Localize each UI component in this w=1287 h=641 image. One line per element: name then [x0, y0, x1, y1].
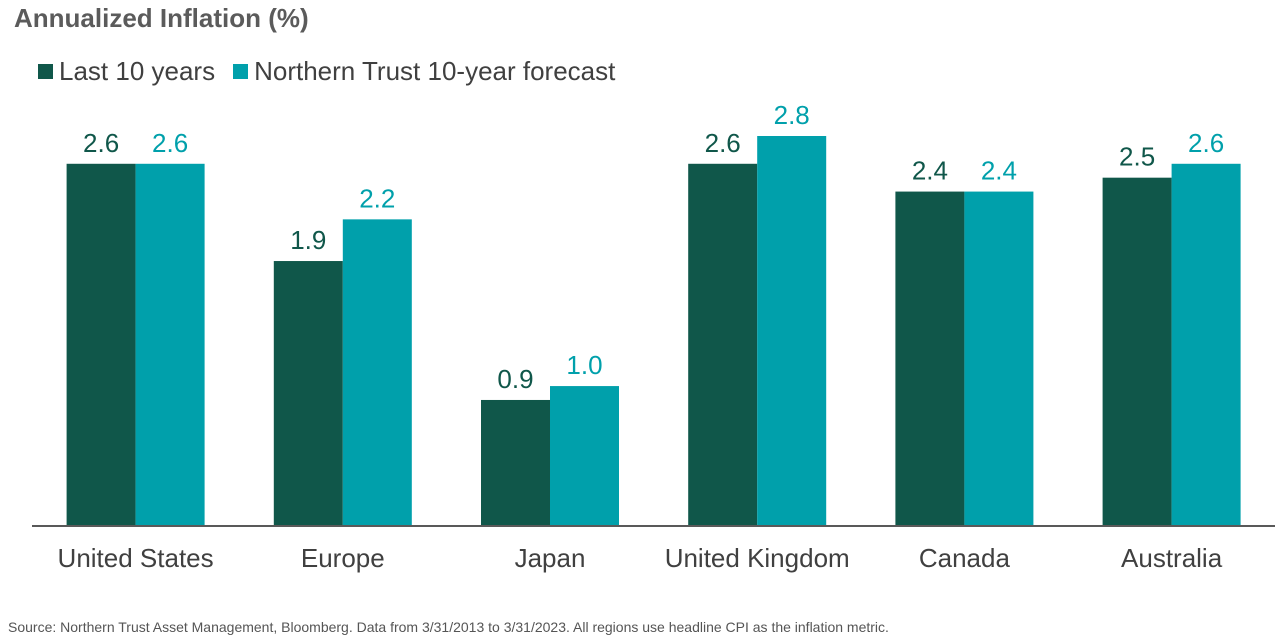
bar-australia-last-10-years: [1102, 177, 1172, 525]
legend-item-forecast: Northern Trust 10-year forecast: [233, 56, 615, 87]
bar-united-kingdom-last-10-years: [688, 163, 758, 526]
data-label-united-states-forecast: 2.6: [152, 128, 188, 158]
data-label-canada-forecast: 2.4: [981, 156, 1017, 186]
data-label-europe-last-10-years: 1.9: [290, 225, 326, 255]
bar-united-states-last-10-years: [66, 163, 136, 526]
x-tick-label-japan: Japan: [515, 543, 586, 573]
data-label-united-kingdom-last-10-years: 2.6: [705, 128, 741, 158]
x-tick-label-canada: Canada: [919, 543, 1011, 573]
bar-united-states-forecast: [135, 163, 205, 526]
data-label-united-states-last-10-years: 2.6: [83, 128, 119, 158]
x-tick-label-united-states: United States: [58, 543, 214, 573]
x-tick-label-australia: Australia: [1121, 543, 1223, 573]
bar-europe-last-10-years: [273, 261, 343, 525]
data-label-europe-forecast: 2.2: [359, 183, 395, 213]
bar-canada-last-10-years: [895, 191, 965, 526]
legend-label-forecast: Northern Trust 10-year forecast: [254, 56, 616, 86]
data-label-united-kingdom-forecast: 2.8: [774, 100, 810, 130]
source-note: Source: Northern Trust Asset Management,…: [8, 619, 889, 635]
chart-title: Annualized Inflation (%): [14, 3, 309, 33]
x-tick-label-europe: Europe: [301, 543, 385, 573]
bar-europe-forecast: [342, 219, 412, 525]
bar-united-kingdom-forecast: [757, 136, 827, 525]
bar-canada-forecast: [964, 191, 1034, 526]
bar-chart: 2.6 2.6 United States 1.9 2.2 Europe 0.9 1.0 Jap…: [32, 100, 1275, 573]
bar-australia-forecast: [1171, 163, 1241, 526]
legend: Last 10 years Northern Trust 10-year for…: [38, 56, 633, 87]
data-label-japan-forecast: 1.0: [566, 350, 602, 380]
legend-label-last-10-years: Last 10 years: [59, 56, 216, 86]
bar-japan-last-10-years: [481, 399, 550, 525]
legend-swatch-forecast: [233, 64, 249, 79]
x-tick-label-united-kingdom: United Kingdom: [665, 543, 850, 573]
bar-japan-forecast: [550, 386, 619, 525]
data-label-australia-forecast: 2.6: [1188, 128, 1224, 158]
legend-item-last-10-years: Last 10 years: [38, 56, 215, 87]
legend-swatch-last-10-years: [38, 64, 53, 79]
data-label-australia-last-10-years: 2.5: [1119, 142, 1155, 172]
data-label-japan-last-10-years: 0.9: [497, 364, 533, 394]
data-label-canada-last-10-years: 2.4: [912, 156, 948, 186]
